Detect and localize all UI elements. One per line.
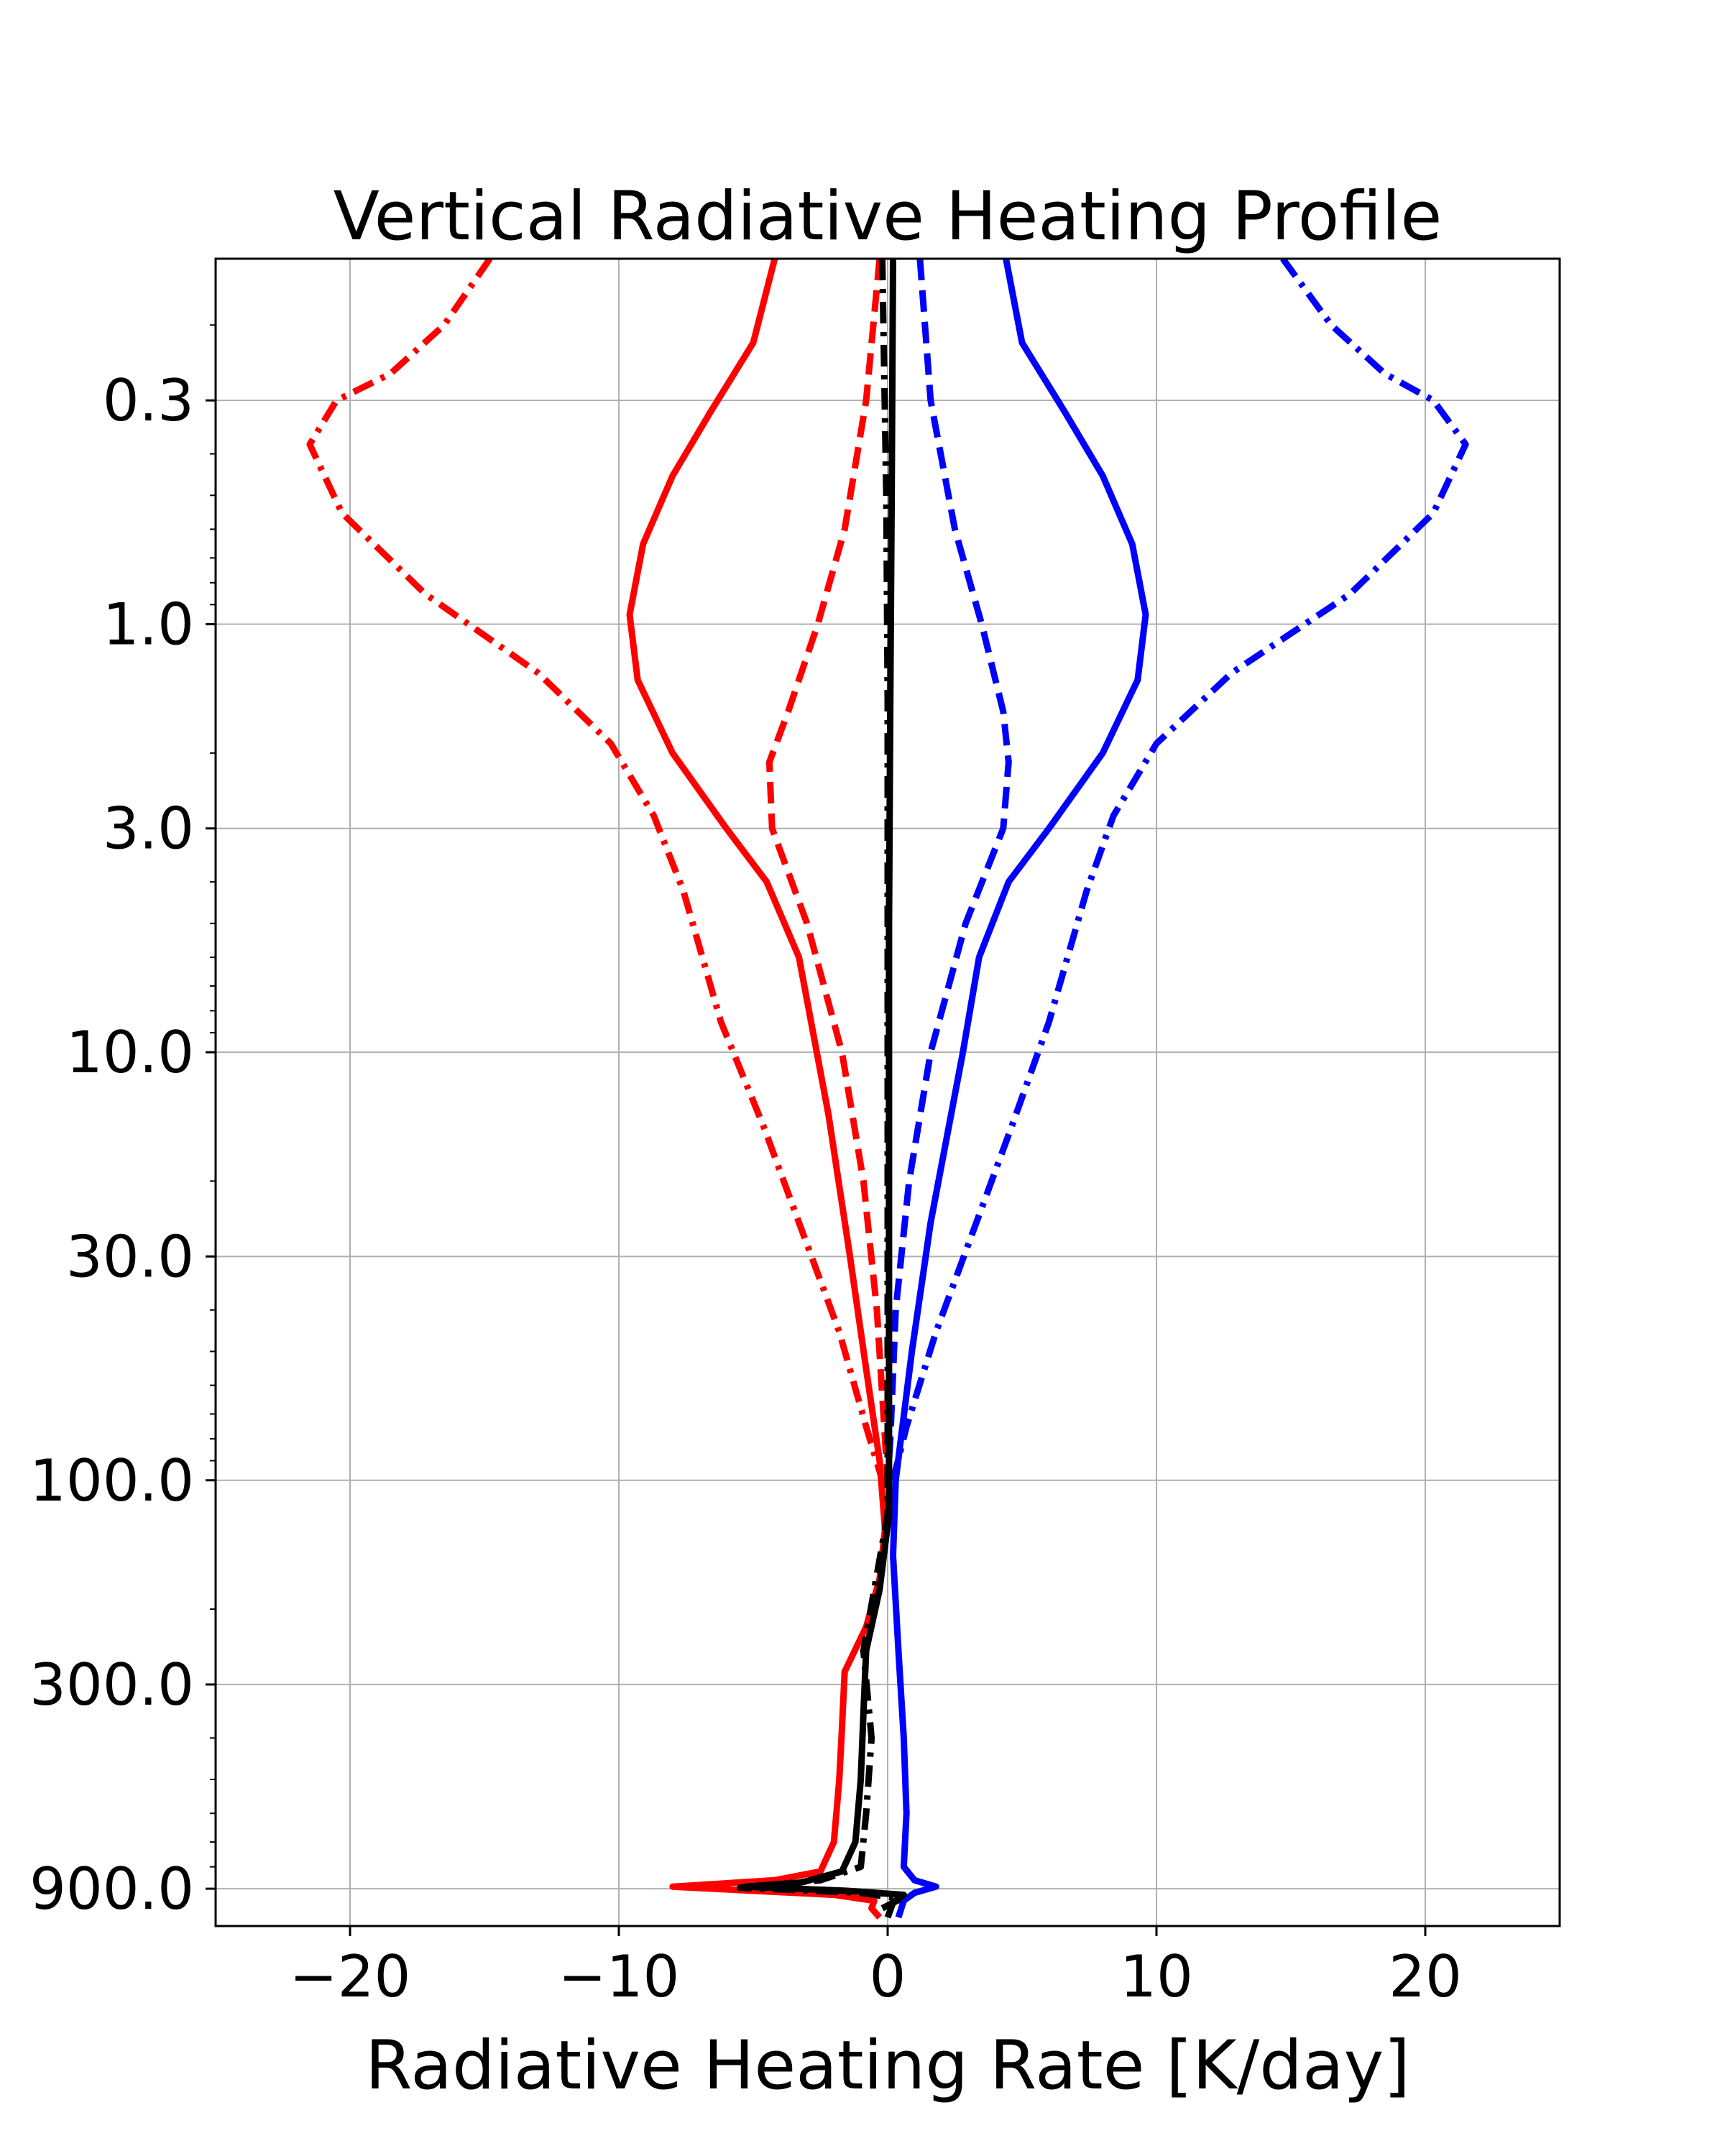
- series-line-4: [890, 259, 1149, 1919]
- x-tick-label: −20: [290, 1943, 411, 2010]
- series-lines: [306, 259, 1469, 1920]
- x-tick-label: 20: [1389, 1943, 1462, 2010]
- chart-title: Vertical Radiative Heating Profile: [334, 178, 1443, 256]
- y-tick-label: 100.0: [29, 1447, 194, 1514]
- series-line-2: [765, 259, 891, 1481]
- x-tick-label: 10: [1120, 1943, 1193, 2010]
- series-line-3: [890, 259, 1469, 1481]
- series-line-5: [884, 259, 1012, 1481]
- y-tick-label: 1.0: [103, 591, 194, 658]
- series-line-7: [736, 259, 905, 1912]
- y-tick-label: 30.0: [66, 1223, 194, 1290]
- series-line-0: [306, 259, 886, 1482]
- y-tick-label: 900.0: [29, 1856, 194, 1922]
- x-tick-label: 0: [870, 1943, 906, 2010]
- axis-ticks: −20 −10 0 10 20 0.3 1.0 3.0 10.0 30.0 100.0 300.0 90…: [29, 324, 1462, 2010]
- y-tick-label: 0.3: [103, 367, 194, 434]
- y-tick-label: 3.0: [103, 796, 194, 862]
- x-axis-label: Radiative Heating Rate [K/day]: [365, 2027, 1410, 2105]
- x-tick-label: −10: [558, 1943, 680, 2010]
- y-tick-label: 300.0: [29, 1651, 194, 1718]
- y-tick-label: 10.0: [66, 1019, 194, 1086]
- series-line-1: [626, 259, 888, 1920]
